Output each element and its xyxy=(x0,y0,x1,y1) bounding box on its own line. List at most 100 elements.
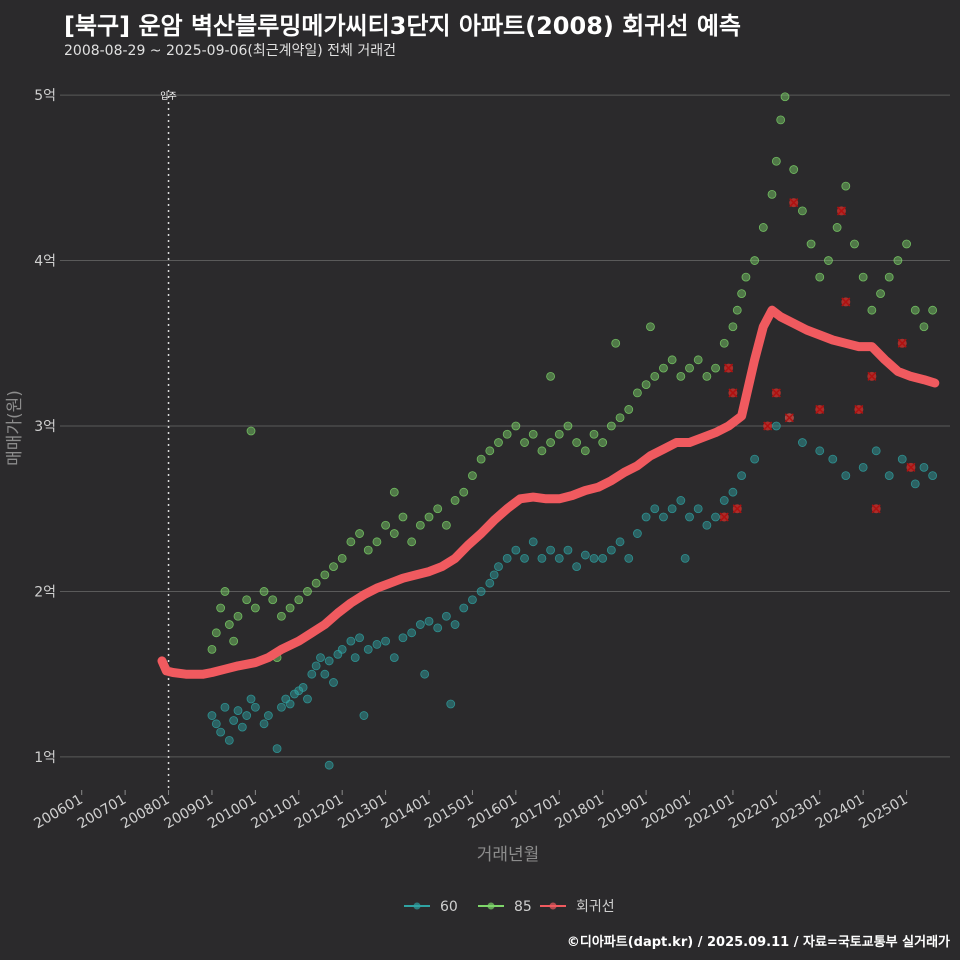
data-point-60 xyxy=(333,649,343,659)
data-point-85 xyxy=(450,496,460,505)
data-point-60 xyxy=(528,537,538,547)
legend-label: 회귀선 xyxy=(576,899,615,915)
data-point-60 xyxy=(224,735,234,745)
data-point-60 xyxy=(815,446,825,456)
y-tick-label: 1억 xyxy=(34,750,56,766)
data-point-60 xyxy=(659,512,668,522)
x-tick-label: 201801 xyxy=(552,792,606,833)
data-point-60 xyxy=(346,636,356,646)
data-point-85 xyxy=(641,380,651,390)
data-point-85 xyxy=(893,256,903,265)
legend-key-dot xyxy=(549,902,557,910)
y-tick-label: 4억 xyxy=(34,254,56,270)
highlight-cross xyxy=(719,512,729,522)
data-point-60 xyxy=(229,716,239,725)
data-point-60 xyxy=(220,702,230,712)
data-point-60 xyxy=(372,640,382,649)
x-tick-label: 201401 xyxy=(379,792,433,833)
data-point-85 xyxy=(546,438,555,447)
source-caption: ©디아파트(dapt.kr) / 2025.09.11 / 자료=국토교통부 실… xyxy=(566,935,950,950)
data-point-60 xyxy=(363,644,373,654)
x-tick-label: 202201 xyxy=(726,792,780,833)
data-point-85 xyxy=(554,429,564,439)
data-point-60 xyxy=(337,644,347,654)
data-point-85 xyxy=(758,223,768,232)
x-tick-label: 202401 xyxy=(813,792,867,833)
x-tick-label: 201201 xyxy=(292,792,346,833)
data-point-60 xyxy=(511,545,521,555)
data-point-85 xyxy=(650,371,660,381)
x-tick-label: 201001 xyxy=(205,792,259,833)
data-point-60 xyxy=(433,623,443,633)
data-point-85 xyxy=(246,426,256,436)
data-point-60 xyxy=(606,545,616,555)
data-point-85 xyxy=(415,520,425,530)
move-in-label: 입주 xyxy=(160,90,177,102)
data-point-60 xyxy=(324,760,334,770)
data-point-60 xyxy=(572,562,582,572)
highlight-cross xyxy=(789,198,799,208)
data-point-85 xyxy=(563,421,573,431)
data-point-85 xyxy=(776,115,786,125)
x-tick-label: 200701 xyxy=(75,792,129,833)
data-point-60 xyxy=(476,587,486,596)
data-point-60 xyxy=(441,611,451,621)
data-point-85 xyxy=(242,595,252,605)
y-tick-label: 5억 xyxy=(34,88,56,104)
data-point-60 xyxy=(298,683,308,692)
data-point-85 xyxy=(277,611,286,621)
highlight-cross xyxy=(897,338,907,348)
data-point-85 xyxy=(928,305,938,315)
data-point-85 xyxy=(806,239,816,249)
highlight-cross xyxy=(854,404,864,414)
data-point-60 xyxy=(841,471,851,481)
data-point-60 xyxy=(355,633,364,643)
data-point-60 xyxy=(871,446,881,456)
data-point-85 xyxy=(841,181,851,191)
data-point-60 xyxy=(685,512,694,522)
data-point-85 xyxy=(346,537,356,547)
data-point-60 xyxy=(919,462,929,472)
data-point-85 xyxy=(424,512,434,522)
highlight-cross xyxy=(841,297,851,307)
data-point-85 xyxy=(329,562,338,572)
data-point-85 xyxy=(737,289,747,299)
move-in-annotation: 입주 xyxy=(160,90,177,790)
data-point-85 xyxy=(611,338,621,348)
data-point-60 xyxy=(563,545,573,555)
data-point-85 xyxy=(233,611,243,621)
x-tick-label: 202101 xyxy=(683,792,737,833)
data-point-85 xyxy=(876,289,885,299)
highlight-cross xyxy=(728,388,738,398)
data-point-85 xyxy=(919,322,929,332)
data-point-60 xyxy=(928,471,938,481)
data-point-60 xyxy=(311,661,321,671)
data-point-60 xyxy=(415,620,425,629)
data-point-85 xyxy=(693,355,703,365)
data-point-60 xyxy=(216,727,226,737)
data-point-60 xyxy=(680,553,690,563)
data-point-60 xyxy=(884,471,894,481)
data-point-85 xyxy=(815,272,825,282)
data-point-85 xyxy=(502,429,512,439)
chart-subtitle: 2008-08-29 ~ 2025-09-06(최근계약일) 전체 거래건 xyxy=(64,43,396,59)
x-tick-label: 201501 xyxy=(422,792,476,833)
highlight-markers xyxy=(719,198,916,522)
data-point-60 xyxy=(468,595,477,605)
x-tick-label: 201101 xyxy=(248,792,302,833)
data-point-60 xyxy=(897,454,907,464)
data-point-85 xyxy=(572,438,582,447)
data-point-60 xyxy=(494,562,503,572)
data-point-85 xyxy=(311,578,321,588)
data-point-60 xyxy=(667,504,677,514)
data-point-60 xyxy=(359,711,369,720)
data-point-85 xyxy=(867,305,877,315)
data-point-60 xyxy=(828,454,838,464)
data-point-60 xyxy=(589,553,599,563)
data-point-85 xyxy=(824,256,833,265)
highlight-cross xyxy=(815,404,825,414)
data-point-60 xyxy=(546,545,555,555)
data-point-85 xyxy=(832,223,842,232)
data-point-85 xyxy=(537,446,547,456)
data-point-85 xyxy=(389,487,399,497)
